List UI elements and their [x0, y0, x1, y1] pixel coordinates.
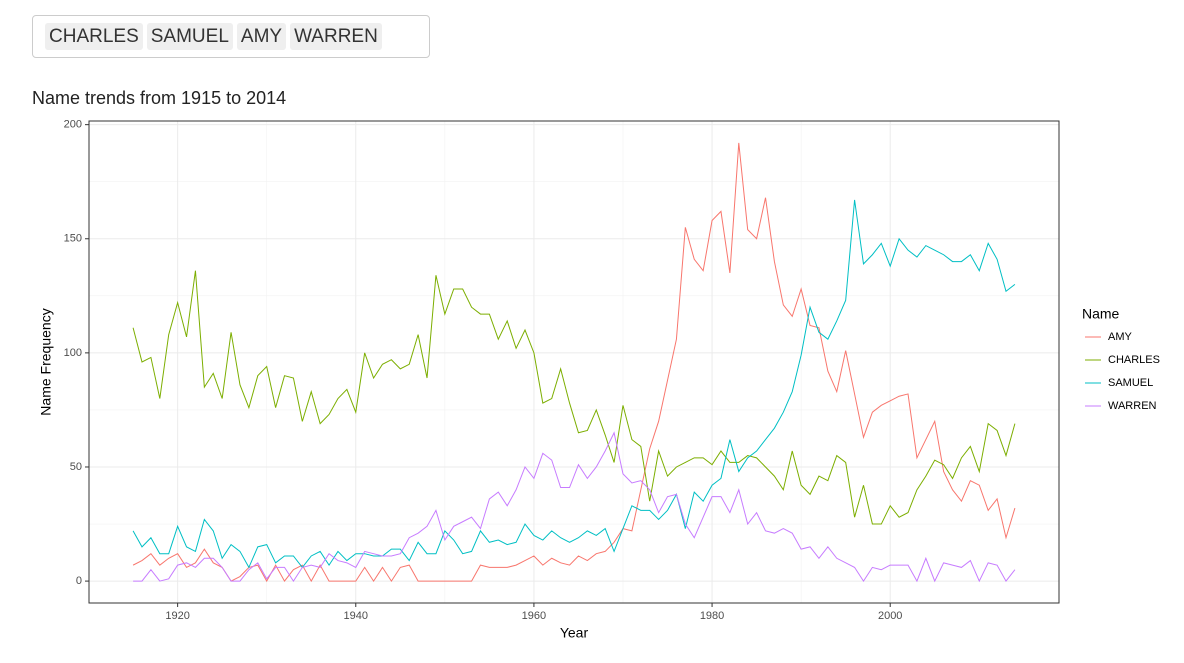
y-axis-title: Name Frequency: [38, 308, 54, 415]
name-select[interactable]: CHARLES SAMUEL AMY WARREN: [32, 15, 430, 58]
y-tick-label: 150: [64, 233, 82, 245]
selected-tag[interactable]: CHARLES: [45, 23, 143, 50]
x-tick-label: 1960: [522, 610, 546, 622]
x-axis-title: Year: [560, 625, 589, 641]
legend-title: Name: [1082, 306, 1120, 322]
y-tick-label: 50: [70, 461, 82, 473]
y-tick-label: 100: [64, 347, 82, 359]
series-line: [132, 199, 1016, 569]
series-line: [132, 270, 1016, 525]
x-tick-label: 1940: [344, 610, 368, 622]
panel-border: [88, 120, 1060, 604]
legend-label: WARREN: [1108, 400, 1157, 412]
legend-label: SAMUEL: [1108, 377, 1153, 389]
y-tick-label: 0: [76, 575, 82, 587]
selected-tag[interactable]: SAMUEL: [146, 23, 233, 50]
selected-tag[interactable]: AMY: [236, 23, 287, 50]
panel: [89, 121, 1059, 603]
series-line: [133, 431, 1016, 583]
x-tick-label: 1980: [700, 610, 724, 622]
legend-label: CHARLES: [1108, 354, 1160, 366]
x-tick-label: 1920: [165, 610, 189, 622]
x-tick-label: 2000: [878, 610, 902, 622]
selected-tag[interactable]: WARREN: [290, 23, 382, 50]
legend-label: AMY: [1108, 331, 1133, 343]
chart-title: Name trends from 1915 to 2014: [32, 88, 287, 108]
series-line: [132, 142, 1016, 583]
y-tick-label: 200: [64, 119, 82, 131]
